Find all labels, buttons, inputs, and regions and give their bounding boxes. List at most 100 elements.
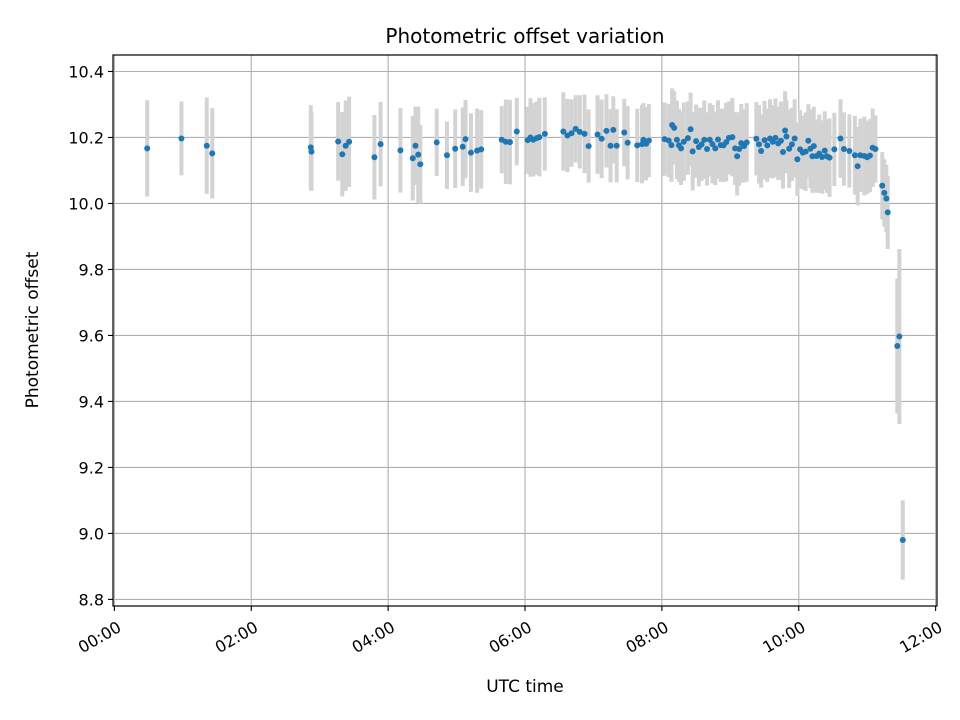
data-point <box>412 142 419 149</box>
data-point <box>462 136 469 143</box>
data-point <box>698 141 705 148</box>
data-point <box>536 134 543 141</box>
data-point <box>506 139 513 146</box>
data-point <box>872 146 879 153</box>
data-point <box>840 146 847 153</box>
data-point <box>634 142 641 149</box>
data-point <box>684 135 691 142</box>
data-point <box>144 145 151 152</box>
data-point <box>706 136 713 143</box>
data-point <box>607 142 614 149</box>
data-point <box>645 137 652 144</box>
data-point <box>409 155 416 162</box>
data-point <box>443 152 450 159</box>
data-point <box>689 148 696 155</box>
data-point <box>791 135 798 142</box>
data-point <box>851 152 858 159</box>
data-point <box>371 154 378 161</box>
data-point <box>764 142 771 149</box>
y-tick-label: 9.2 <box>79 458 104 477</box>
data-point <box>794 156 801 163</box>
y-tick-label: 9.8 <box>79 260 104 279</box>
data-point <box>610 126 617 133</box>
data-point <box>621 129 628 136</box>
y-tick-label: 10.2 <box>68 128 104 147</box>
data-point <box>513 128 520 135</box>
y-tick-label: 9.6 <box>79 326 104 345</box>
data-point <box>478 146 485 153</box>
data-point <box>819 153 826 160</box>
data-point <box>821 147 828 154</box>
data-point <box>624 139 631 146</box>
data-point <box>673 136 680 143</box>
data-point <box>560 128 567 135</box>
data-point <box>896 333 903 340</box>
data-point <box>866 152 873 159</box>
data-point <box>581 130 588 137</box>
data-point <box>594 131 601 138</box>
data-point <box>598 135 605 142</box>
data-point <box>894 343 901 350</box>
data-point <box>335 138 342 145</box>
data-point <box>899 537 906 544</box>
data-point <box>178 135 185 142</box>
data-point <box>417 161 424 168</box>
data-point <box>783 133 790 140</box>
data-point <box>459 143 466 150</box>
data-point <box>585 143 592 150</box>
y-tick-label: 10.0 <box>68 194 104 213</box>
data-point <box>780 149 787 156</box>
data-point <box>837 135 844 142</box>
data-point <box>879 182 886 189</box>
data-point <box>709 141 716 148</box>
data-point <box>883 195 890 202</box>
data-point <box>734 153 741 160</box>
data-point <box>541 130 548 137</box>
data-point <box>693 138 700 145</box>
data-point <box>576 128 583 135</box>
data-point <box>881 189 888 196</box>
y-tick-label: 9.4 <box>79 392 104 411</box>
data-point <box>680 138 687 145</box>
data-point <box>701 136 708 143</box>
data-point <box>753 135 760 142</box>
data-point <box>846 148 853 155</box>
data-point <box>668 142 675 149</box>
data-point <box>452 145 459 152</box>
data-point <box>342 142 349 149</box>
data-point <box>884 209 891 216</box>
data-point <box>665 137 672 144</box>
data-point <box>671 124 678 131</box>
data-point <box>433 139 440 146</box>
data-point <box>758 148 765 155</box>
data-point <box>308 148 315 155</box>
data-point <box>415 151 422 158</box>
data-point <box>712 145 719 152</box>
data-point <box>397 147 404 154</box>
data-point <box>802 148 809 155</box>
data-point <box>678 145 685 152</box>
data-point <box>377 141 384 148</box>
data-point <box>805 137 812 144</box>
data-point <box>777 137 784 144</box>
data-point <box>723 139 730 146</box>
chart-title: Photometric offset variation <box>385 24 664 48</box>
data-point <box>714 136 721 143</box>
data-point <box>339 151 346 158</box>
x-axis-label: UTC time <box>486 677 564 697</box>
data-point <box>613 142 620 149</box>
data-point <box>346 138 353 145</box>
data-point <box>756 141 763 148</box>
data-point <box>826 154 833 161</box>
data-point <box>786 145 793 152</box>
data-point <box>568 130 575 137</box>
data-point <box>729 134 736 141</box>
data-point <box>203 142 210 149</box>
data-point <box>704 146 711 153</box>
data-point <box>810 143 817 150</box>
data-point <box>831 146 838 153</box>
data-point <box>687 126 694 133</box>
y-axis-ticks: 8.8 9.0 9.2 9.4 9.6 9.8 10.0 10.2 10.4 <box>68 62 113 609</box>
